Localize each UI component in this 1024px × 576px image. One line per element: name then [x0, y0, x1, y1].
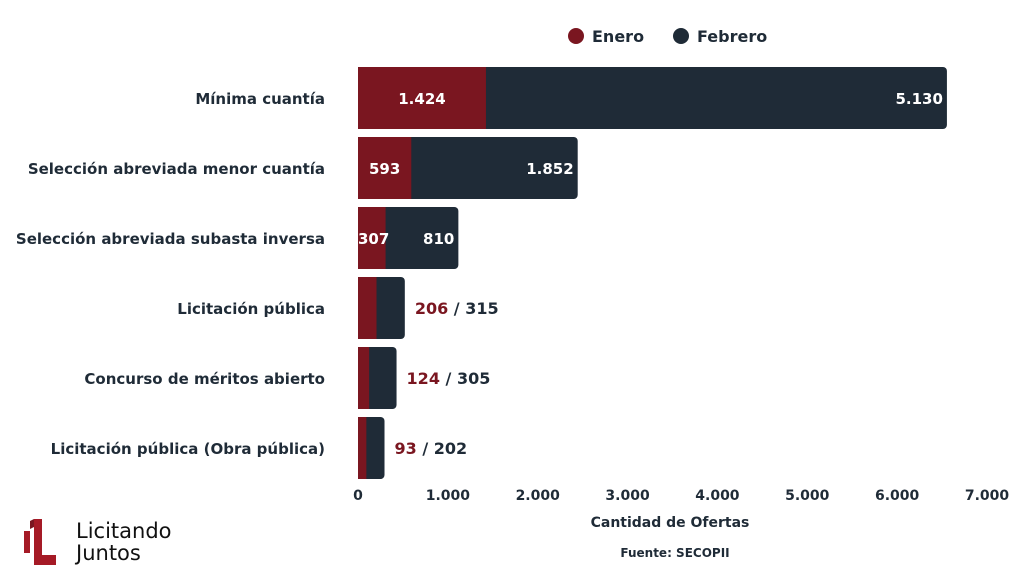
- legend-label-febrero: Febrero: [697, 27, 767, 46]
- x-tick-label: 7.000: [965, 488, 1010, 504]
- bar-enero: [358, 277, 377, 339]
- data-label-enero: 124: [407, 369, 440, 388]
- x-tick-label: 3.000: [605, 488, 650, 504]
- category-label: Mínima cuantía: [195, 90, 325, 108]
- logo: Licitando Juntos: [22, 517, 172, 567]
- logo-line-1: Licitando: [76, 519, 172, 543]
- category-label: Licitación pública (Obra pública): [51, 440, 325, 458]
- category-label: Concurso de méritos abierto: [84, 370, 325, 388]
- data-label-enero: 1.424: [398, 90, 445, 108]
- data-label-enero: 307: [358, 230, 389, 248]
- data-label-enero: 206: [415, 299, 448, 318]
- bar-febrero: [358, 137, 578, 199]
- bar-enero: [358, 67, 486, 129]
- data-label-enero: 93: [395, 439, 417, 458]
- x-tick-label: 6.000: [875, 488, 920, 504]
- data-label-combined: 206 / 315: [415, 299, 499, 318]
- data-label-febrero: 810: [423, 230, 454, 248]
- category-label: Selección abreviada menor cuantía: [28, 160, 325, 178]
- legend-marker-febrero: [673, 28, 689, 44]
- logo-line-2: Juntos: [76, 541, 141, 565]
- x-tick-label: 2.000: [516, 488, 561, 504]
- data-label-febrero: / 202: [417, 439, 467, 458]
- x-tick-label: 0: [353, 488, 363, 504]
- bar-febrero: [358, 67, 947, 129]
- x-tick-label: 4.000: [695, 488, 740, 504]
- data-label-febrero: / 305: [440, 369, 490, 388]
- category-label: Selección abreviada subasta inversa: [16, 230, 325, 248]
- data-label-combined: 93 / 202: [395, 439, 468, 458]
- bar-enero: [358, 137, 412, 199]
- x-tick-label: 1.000: [426, 488, 471, 504]
- data-label-combined: 124 / 305: [407, 369, 491, 388]
- category-label: Licitación pública: [177, 300, 325, 318]
- logo-mark-icon: [24, 519, 56, 565]
- bar-enero: [358, 207, 386, 269]
- bar-enero: [358, 417, 367, 479]
- data-label-febrero: 1.852: [526, 160, 573, 178]
- data-label-febrero: 5.130: [895, 90, 942, 108]
- data-label-febrero: / 315: [448, 299, 498, 318]
- bar-enero: [358, 347, 370, 409]
- data-label-enero: 593: [369, 160, 400, 178]
- legend-marker-enero: [568, 28, 584, 44]
- legend-label-enero: Enero: [592, 27, 644, 46]
- source-note: Fuente: SECOPII: [620, 546, 729, 560]
- x-axis-title: Cantidad de Ofertas: [591, 515, 750, 531]
- x-tick-label: 5.000: [785, 488, 830, 504]
